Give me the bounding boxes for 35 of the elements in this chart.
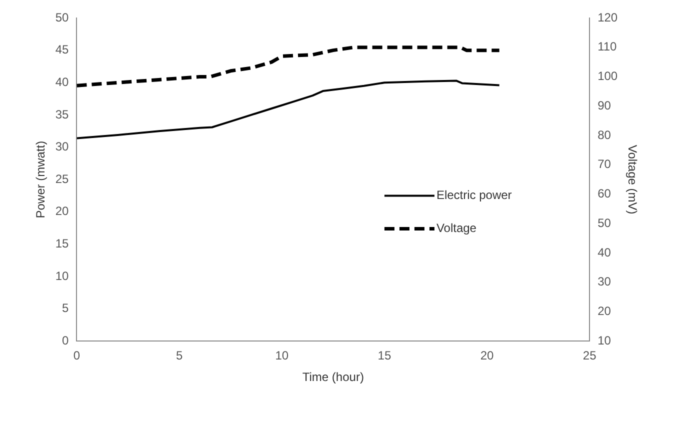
x-tick-label: 0 — [73, 348, 80, 363]
y-tick-label: 50 — [55, 10, 70, 24]
y-tick-label: 15 — [55, 236, 70, 251]
y2-tick-label: 100 — [598, 69, 618, 84]
y2-tick-label: 30 — [598, 274, 612, 289]
y-tick-label: 45 — [55, 42, 70, 57]
y-tick-label: 30 — [55, 140, 70, 154]
legend-label: Electric power — [436, 188, 512, 202]
x-tick-label: 20 — [480, 348, 494, 363]
legend-label: Voltage — [436, 221, 477, 236]
y-tick-label: 10 — [55, 268, 70, 283]
y-axis-title: Power (mwatt) — [34, 140, 48, 218]
y-tick-label: 20 — [55, 204, 70, 218]
y2-tick-label: 50 — [598, 216, 612, 230]
y-tick-label: 35 — [55, 107, 70, 122]
y2-tick-label: 10 — [598, 334, 612, 348]
x-axis-title: Time (hour) — [302, 370, 364, 384]
y-tick-label: 0 — [62, 334, 70, 348]
y2-tick-label: 60 — [598, 186, 612, 201]
line-series — [76, 46, 502, 88]
y-tick-label: 40 — [55, 74, 70, 89]
y2-axis-title: Voltage (mV) — [625, 144, 640, 214]
y2-tick-label: 20 — [598, 304, 612, 318]
x-tick-label: 25 — [582, 348, 597, 363]
y2-tick-label: 110 — [598, 40, 618, 54]
y-tick-label: 25 — [55, 172, 70, 186]
x-tick-label: 15 — [378, 348, 392, 363]
x-tick-label: 10 — [275, 348, 289, 363]
y2-tick-label: 120 — [598, 10, 618, 24]
y-tick-label: 5 — [62, 301, 70, 316]
x-tick-label: 5 — [176, 348, 183, 363]
y2-tick-label: 80 — [598, 128, 612, 142]
y2-tick-label: 40 — [598, 245, 612, 260]
y2-tick-label: 90 — [598, 98, 612, 112]
y2-tick-label: 70 — [598, 157, 612, 172]
